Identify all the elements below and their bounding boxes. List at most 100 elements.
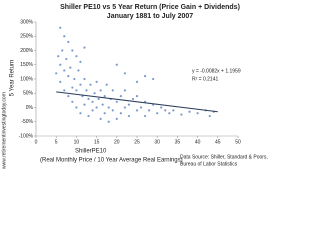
point [67, 75, 70, 78]
point [107, 106, 110, 109]
point [75, 89, 78, 92]
point [79, 112, 82, 115]
point [123, 72, 126, 75]
y-tick-label: 100% [20, 76, 33, 82]
point [164, 109, 167, 112]
x-tick-label: 15 [94, 139, 100, 145]
point [156, 112, 159, 115]
point [99, 117, 102, 120]
point [59, 80, 62, 83]
y-tick-label: -100% [19, 133, 34, 139]
x-tick-label: 50 [235, 139, 241, 145]
y-tick-label: 0% [26, 105, 34, 111]
point [99, 89, 102, 92]
point [127, 114, 131, 118]
point [115, 63, 118, 66]
point [63, 89, 66, 92]
point [87, 97, 90, 101]
point [111, 109, 114, 112]
x-tick-label: 20 [114, 139, 120, 145]
x-tick-label: 40 [195, 139, 201, 145]
point [152, 77, 155, 81]
point [148, 109, 151, 112]
point [103, 95, 106, 98]
point [123, 89, 126, 92]
point [103, 112, 106, 115]
x-tick-label: 0 [35, 139, 38, 145]
trend-r-squared: R² = 0.2141 [192, 76, 218, 82]
website: www.retirementinvestingtoday.com [1, 92, 7, 169]
point [89, 83, 92, 86]
point [61, 49, 64, 52]
x-tick-label: 45 [215, 139, 221, 145]
y-axis-label: 5 Year Return [10, 60, 16, 97]
point [172, 109, 175, 112]
y-tick-label: 300% [20, 19, 33, 25]
point [73, 77, 76, 81]
point [101, 103, 104, 106]
point [57, 55, 60, 58]
point [83, 46, 86, 49]
point [127, 103, 131, 106]
x-tick-label: 5 [55, 139, 58, 145]
y-tick-label: 50% [23, 91, 34, 97]
point [91, 109, 94, 112]
point [79, 60, 82, 64]
point [87, 114, 90, 118]
x-axis-label: ShillerPE10 [75, 149, 107, 155]
x-tick-label: 35 [175, 139, 181, 145]
point [208, 114, 211, 118]
point [93, 92, 96, 95]
point [85, 89, 88, 92]
point [67, 40, 70, 44]
point [69, 66, 72, 69]
point [111, 89, 114, 92]
point [55, 72, 58, 75]
point [107, 120, 110, 123]
point [119, 95, 122, 98]
point [67, 95, 70, 98]
point [196, 112, 199, 115]
point [65, 57, 68, 61]
y-tick-label: -50% [21, 119, 33, 125]
point [105, 83, 108, 86]
point [83, 77, 86, 81]
point [71, 49, 74, 52]
point [71, 86, 74, 89]
chart: Shiller PE10 vs 5 Year Return (Price Gai… [1, 4, 268, 169]
point [95, 80, 98, 83]
x-tick-label: 25 [134, 139, 140, 145]
point [75, 106, 78, 109]
point [180, 113, 183, 116]
point [143, 114, 147, 118]
x-tick-label: 30 [154, 139, 160, 145]
point [83, 103, 86, 106]
point [119, 112, 122, 115]
point [135, 95, 139, 98]
trend-equation: y = -0.0082x + 1.1959 [192, 68, 241, 74]
point [135, 80, 139, 83]
point [131, 97, 135, 101]
point [123, 106, 126, 109]
point [59, 26, 62, 29]
point [97, 97, 100, 101]
point [160, 106, 163, 109]
point [79, 83, 82, 86]
y-tick-label: 200% [20, 48, 33, 54]
point [91, 100, 94, 103]
point [115, 100, 118, 103]
point [75, 55, 78, 58]
source: Data Source: Shiller, Standard & Poors, [180, 154, 268, 160]
y-tick-label: 150% [20, 62, 33, 68]
point [63, 69, 66, 72]
point [95, 106, 98, 109]
point [135, 109, 139, 112]
source: Bureau of Labor Statistics [180, 161, 238, 167]
point [59, 63, 62, 66]
point [63, 35, 66, 38]
x-tick-label: 10 [74, 139, 80, 145]
chart-title: Shiller PE10 vs 5 Year Return (Price Gai… [60, 4, 240, 11]
point [139, 106, 143, 109]
y-tick-label: 250% [20, 34, 33, 40]
point [188, 110, 191, 113]
